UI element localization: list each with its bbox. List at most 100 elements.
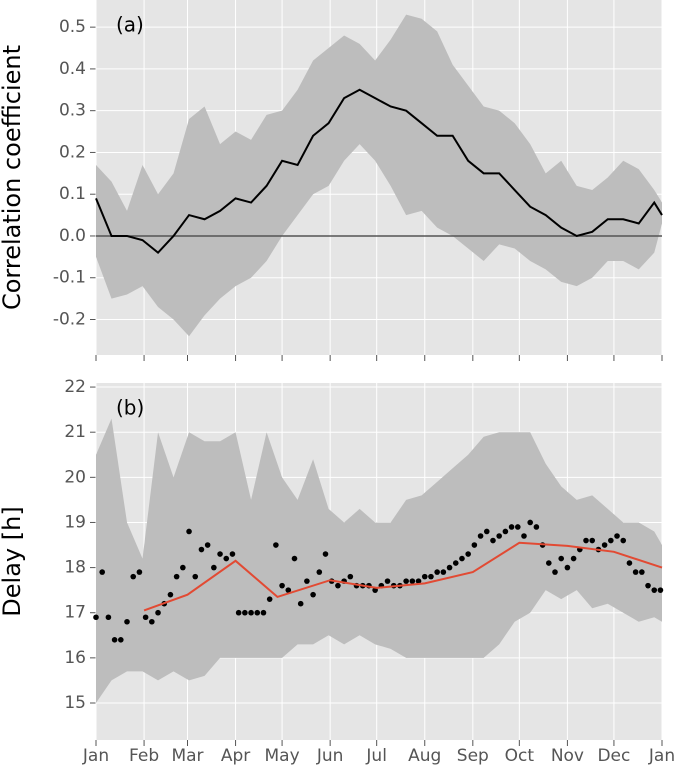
data-point bbox=[465, 551, 471, 557]
data-point bbox=[421, 573, 428, 580]
y-tick-label: 0.3 bbox=[59, 101, 86, 121]
y-tick-label: 21 bbox=[64, 422, 86, 442]
data-point bbox=[93, 614, 99, 621]
x-tick-label: Jun bbox=[316, 746, 344, 765]
y-tick-label: -0.1 bbox=[53, 268, 86, 288]
data-point bbox=[608, 537, 614, 544]
data-point bbox=[198, 546, 205, 553]
data-point bbox=[118, 637, 124, 643]
data-point bbox=[601, 542, 608, 548]
data-point bbox=[459, 555, 465, 562]
data-point bbox=[285, 587, 292, 593]
data-point bbox=[434, 569, 440, 575]
data-point bbox=[471, 542, 478, 548]
x-tick-label: Aug bbox=[408, 746, 441, 765]
data-point bbox=[384, 578, 391, 584]
data-point bbox=[254, 609, 261, 616]
data-point bbox=[235, 609, 242, 616]
y-tick-label: -0.2 bbox=[53, 310, 86, 330]
data-point bbox=[496, 533, 502, 539]
data-point bbox=[248, 609, 254, 616]
data-point bbox=[242, 609, 248, 616]
x-tick-label: Jul bbox=[365, 746, 387, 765]
x-tick-label: Feb bbox=[129, 746, 159, 765]
data-point bbox=[322, 551, 329, 557]
y-tick-label: 15 bbox=[64, 693, 86, 713]
data-point bbox=[260, 609, 267, 616]
x-tick-label: Oct bbox=[505, 746, 535, 765]
data-point bbox=[142, 614, 149, 621]
y-tick-label: 0.5 bbox=[59, 17, 86, 37]
data-point bbox=[428, 573, 434, 580]
data-point bbox=[564, 564, 571, 571]
y-tick-label: 18 bbox=[64, 558, 86, 578]
data-point bbox=[124, 618, 130, 625]
data-point bbox=[508, 524, 515, 530]
confidence-band bbox=[96, 418, 662, 703]
y-tick-label: 19 bbox=[64, 512, 86, 532]
data-point bbox=[589, 537, 596, 544]
x-tick-label: Nov bbox=[551, 746, 584, 765]
data-point bbox=[111, 637, 118, 643]
data-point bbox=[583, 537, 589, 544]
data-point bbox=[639, 569, 645, 575]
x-tick-label: Dec bbox=[597, 746, 630, 765]
trend-line bbox=[143, 541, 663, 612]
data-point bbox=[105, 614, 112, 621]
data-point bbox=[266, 596, 273, 602]
data-point bbox=[99, 569, 106, 575]
panel-label: (b) bbox=[116, 396, 144, 420]
data-point bbox=[279, 582, 285, 589]
y-tick-label: 20 bbox=[64, 467, 86, 487]
y-tick-label: 16 bbox=[64, 648, 86, 668]
x-tick-label: Sep bbox=[457, 746, 489, 765]
data-point bbox=[570, 555, 577, 562]
y-tick-label: 22 bbox=[64, 377, 86, 397]
data-point bbox=[297, 600, 304, 607]
data-point bbox=[186, 528, 192, 535]
data-point bbox=[192, 573, 199, 580]
data-point bbox=[223, 555, 230, 562]
data-point bbox=[229, 551, 236, 557]
data-point bbox=[527, 519, 533, 526]
data-point bbox=[477, 533, 484, 539]
data-point bbox=[136, 569, 143, 575]
data-point bbox=[316, 569, 323, 575]
data-point bbox=[614, 533, 620, 539]
y-tick-label: 0.4 bbox=[59, 59, 86, 79]
data-point bbox=[657, 587, 664, 593]
data-point bbox=[167, 591, 174, 598]
data-point bbox=[180, 564, 186, 571]
data-point bbox=[273, 542, 279, 548]
data-point bbox=[403, 578, 409, 584]
x-tick-label: May bbox=[265, 746, 300, 765]
data-point bbox=[632, 569, 639, 575]
data-point bbox=[645, 582, 651, 589]
y-axis-label: Correlation coefficient bbox=[0, 45, 26, 310]
x-tick-label: Jan bbox=[82, 746, 109, 765]
data-point bbox=[490, 537, 496, 544]
data-point bbox=[130, 573, 137, 580]
data-point bbox=[217, 551, 223, 557]
data-point bbox=[304, 578, 310, 584]
data-point bbox=[558, 555, 565, 562]
data-point bbox=[626, 560, 633, 566]
x-tick-label: Apr bbox=[221, 746, 250, 765]
data-point bbox=[173, 573, 180, 580]
data-point bbox=[291, 555, 298, 562]
data-point bbox=[483, 528, 490, 535]
data-point bbox=[155, 609, 161, 616]
y-tick-label: 0.0 bbox=[59, 226, 86, 246]
data-point bbox=[521, 533, 527, 539]
data-point bbox=[149, 618, 155, 625]
data-line bbox=[95, 88, 663, 255]
data-point bbox=[440, 569, 447, 575]
data-point bbox=[514, 524, 521, 530]
data-point bbox=[211, 564, 217, 571]
y-axis-label: Delay [h] bbox=[0, 506, 26, 616]
y-tick-label: 0.1 bbox=[59, 184, 86, 204]
data-point bbox=[415, 578, 422, 584]
x-tick-label: Jan bbox=[648, 746, 675, 765]
data-point bbox=[310, 591, 316, 598]
